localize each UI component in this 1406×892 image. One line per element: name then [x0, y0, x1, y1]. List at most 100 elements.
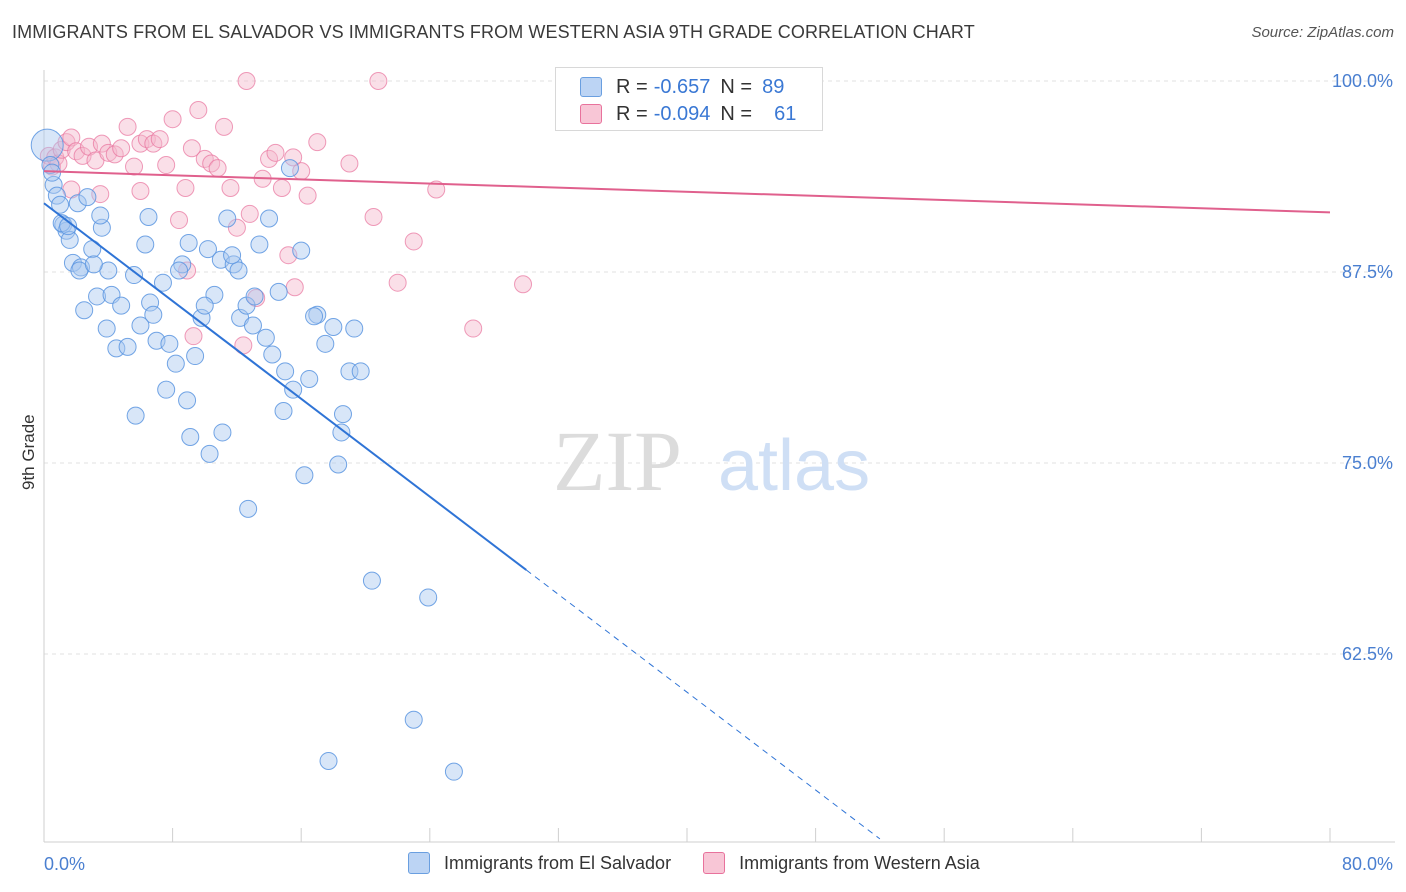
legend-item-el-salvador: Immigrants from El Salvador: [408, 852, 671, 874]
legend-swatch-pink: [703, 852, 726, 874]
data-point-el-salvador: [166, 354, 185, 373]
data-point-el-salvador: [112, 296, 131, 315]
data-point-western-asia: [208, 159, 227, 178]
source-credit: Source: ZipAtlas.com: [1251, 24, 1394, 41]
data-point-el-salvador: [186, 347, 205, 366]
data-point-el-salvador: [59, 217, 78, 236]
data-point-el-salvador: [223, 246, 242, 265]
data-point-el-salvador: [224, 255, 243, 274]
series-western-asia-points: [39, 72, 738, 355]
series-legend: Immigrants from El Salvador Immigrants f…: [408, 852, 1012, 874]
legend-swatch-pink: [580, 104, 602, 124]
data-point-el-salvador: [362, 571, 381, 590]
data-point-western-asia: [240, 204, 259, 223]
data-point-western-asia: [272, 178, 291, 197]
data-point-el-salvador: [292, 241, 311, 260]
data-point-el-salvador: [153, 273, 172, 292]
data-point-el-salvador: [30, 128, 64, 162]
data-point-el-salvador: [83, 240, 102, 259]
data-point-western-asia: [221, 178, 240, 197]
y-tick-label: 100.0%: [1332, 71, 1393, 91]
data-point-western-asia: [170, 211, 189, 230]
data-point-western-asia: [184, 327, 203, 346]
data-point-el-salvador: [345, 319, 364, 338]
data-point-el-salvador: [305, 307, 324, 326]
data-point-western-asia: [163, 110, 182, 129]
legend-label-western-asia: Immigrants from Western Asia: [739, 852, 980, 873]
data-point-el-salvador: [250, 235, 269, 254]
data-point-el-salvador: [404, 710, 423, 729]
trend-line-western-asia: [43, 170, 1331, 214]
data-point-el-salvador: [284, 380, 303, 399]
data-point-western-asia: [157, 156, 176, 175]
data-point-western-asia: [266, 143, 285, 162]
data-point-western-asia: [62, 128, 81, 147]
data-point-el-salvador: [351, 362, 370, 381]
data-point-el-salvador: [78, 188, 97, 207]
trend-lines: [43, 170, 1331, 840]
data-point-el-salvador: [263, 345, 282, 364]
data-point-el-salvador: [332, 423, 351, 442]
data-point-el-salvador: [329, 455, 348, 474]
data-point-western-asia: [125, 157, 144, 176]
data-point-el-salvador: [274, 402, 293, 421]
data-point-el-salvador: [107, 339, 126, 358]
data-point-western-asia: [514, 275, 533, 294]
data-point-western-asia: [427, 180, 446, 199]
data-point-el-salvador: [300, 369, 319, 388]
correlation-legend: R = -0.657 N = 89 R = -0.094 N = 61: [555, 67, 823, 131]
data-point-el-salvador: [308, 305, 327, 324]
axes: [43, 70, 1395, 843]
data-point-el-salvador: [269, 282, 288, 301]
data-point-el-salvador: [157, 380, 176, 399]
x-tick-label: 80.0%: [1342, 854, 1393, 874]
legend-label-el-salvador: Immigrants from El Salvador: [444, 852, 672, 873]
data-point-el-salvador: [243, 316, 262, 335]
data-point-el-salvador: [324, 318, 343, 337]
data-point-el-salvador: [68, 194, 87, 213]
data-point-western-asia: [195, 149, 214, 168]
data-point-western-asia: [285, 278, 304, 297]
y-tick-label: 62.5%: [1342, 644, 1393, 664]
data-point-el-salvador: [51, 195, 70, 214]
data-point-el-salvador: [139, 207, 158, 226]
legend-n-label: N =: [720, 75, 753, 98]
grid-lines: [44, 80, 1395, 655]
data-point-western-asia: [137, 130, 156, 149]
data-point-western-asia: [404, 232, 423, 251]
data-point-el-salvador: [280, 159, 299, 178]
legend-swatch-blue: [408, 852, 430, 874]
data-point-western-asia: [176, 178, 195, 197]
data-point-el-salvador: [245, 287, 264, 306]
watermark-zip: ZIP: [553, 413, 682, 509]
tick-labels: 62.5% 75.0% 87.5% 100.0% 0.0% 80.0%: [44, 71, 1393, 874]
data-point-western-asia: [227, 218, 246, 237]
data-point-western-asia: [150, 130, 169, 149]
data-point-el-salvador: [316, 334, 335, 353]
data-point-el-salvador: [60, 230, 79, 249]
data-point-western-asia: [237, 72, 256, 90]
data-point-el-salvador: [256, 328, 275, 347]
data-point-el-salvador: [160, 334, 179, 353]
data-point-western-asia: [369, 72, 388, 90]
legend-row-el-salvador: R = -0.657 N = 89: [580, 74, 784, 100]
legend-r-label: R =: [616, 75, 648, 98]
data-point-western-asia: [182, 139, 201, 158]
legend-row-western-asia: R = -0.094 N = 61: [580, 101, 796, 127]
data-point-el-salvador: [97, 319, 116, 338]
data-point-el-salvador: [181, 428, 200, 447]
legend-n-value: 89: [762, 75, 785, 98]
data-point-western-asia: [189, 101, 208, 120]
y-tick-label: 75.0%: [1342, 453, 1393, 473]
legend-swatch-blue: [580, 77, 602, 97]
data-point-el-salvador: [41, 156, 60, 175]
legend-n-label: N =: [720, 102, 753, 125]
data-point-western-asia: [284, 148, 303, 167]
y-tick-label: 87.5%: [1342, 262, 1393, 282]
data-point-el-salvador: [84, 255, 103, 274]
legend-n-value: 61: [774, 102, 797, 125]
data-point-western-asia: [215, 117, 234, 136]
data-point-el-salvador: [195, 296, 214, 315]
x-tick-label: 0.0%: [44, 854, 85, 874]
data-point-el-salvador: [229, 261, 248, 280]
